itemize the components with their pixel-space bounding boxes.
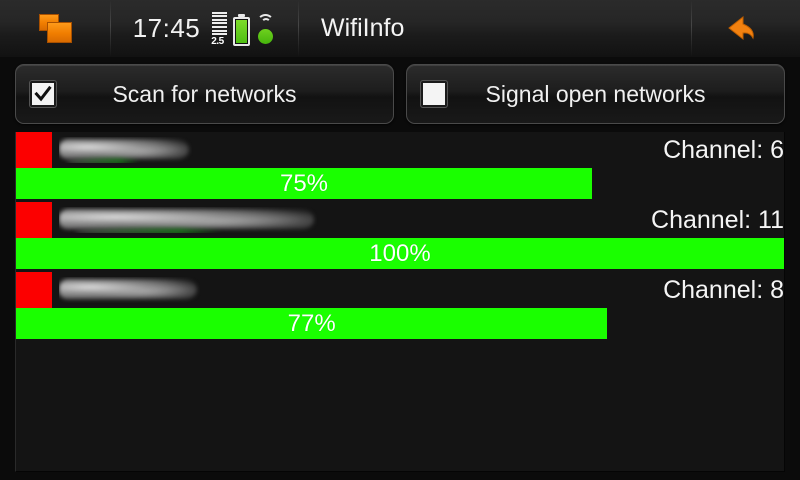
battery-icon xyxy=(233,13,251,46)
network-row[interactable]: Channel: 11 100% xyxy=(16,202,784,272)
signal-bar-fill: 77% xyxy=(16,308,608,339)
statusbar-divider-1 xyxy=(110,0,111,57)
wifi-icon xyxy=(255,13,276,46)
signal-ladder-icon: 2.5 xyxy=(211,11,228,47)
network-row[interactable]: Channel: 8 77% xyxy=(16,272,784,342)
network-header: Channel: 11 xyxy=(16,202,784,238)
signal-percent-label: 77% xyxy=(287,309,336,337)
battery-nub xyxy=(238,13,246,17)
wifi-status-dot xyxy=(258,28,274,44)
battery-body xyxy=(233,16,251,46)
channel-label: Channel: 11 xyxy=(651,206,784,234)
ssid-label xyxy=(59,137,194,163)
signal-ladder-bars xyxy=(212,11,228,36)
battery-fill xyxy=(236,19,248,43)
ssid-redaction-smear xyxy=(67,158,142,163)
channel-label: Channel: 8 xyxy=(663,276,784,304)
ssid-redaction xyxy=(59,209,314,229)
channel-label: Channel: 6 xyxy=(663,136,784,164)
statusbar-divider-3 xyxy=(691,0,692,57)
network-header: Channel: 8 xyxy=(16,272,784,308)
controls-row: Scan for networks Signal open networks xyxy=(15,64,785,124)
ssid-redaction xyxy=(59,279,197,299)
window-rect-front xyxy=(46,22,72,43)
signal-open-networks-button[interactable]: Signal open networks xyxy=(406,64,785,124)
signal-bar-fill: 100% xyxy=(16,238,784,269)
ssid-label xyxy=(59,207,329,233)
scan-for-networks-checkbox[interactable] xyxy=(30,81,56,107)
ssid-redaction-smear xyxy=(75,228,224,233)
signal-ladder-label: 2.5 xyxy=(211,35,224,47)
scan-for-networks-button[interactable]: Scan for networks xyxy=(15,64,394,124)
back-arrow-icon xyxy=(728,15,754,40)
task-switcher-button[interactable] xyxy=(0,0,110,57)
windows-stack-icon xyxy=(38,14,72,43)
app-title-area: WifiInfo xyxy=(299,0,691,57)
ssid-label xyxy=(59,277,204,303)
scan-for-networks-label: Scan for networks xyxy=(112,80,297,107)
ssid-redaction xyxy=(59,139,189,159)
signal-bar-track: 77% xyxy=(16,308,784,339)
clock-label: 17:45 xyxy=(132,13,201,43)
signal-open-networks-label: Signal open networks xyxy=(485,80,706,107)
status-indicators[interactable]: 17:45 2.5 xyxy=(111,0,298,57)
statusbar-divider-2 xyxy=(298,0,299,57)
back-button[interactable] xyxy=(692,0,800,57)
wifi-arc-inner xyxy=(260,17,271,28)
security-swatch xyxy=(16,202,52,238)
signal-open-networks-checkbox[interactable] xyxy=(421,81,447,107)
signal-bar-track: 75% xyxy=(16,168,784,199)
checkmark-icon xyxy=(34,85,52,102)
security-swatch xyxy=(16,132,52,168)
network-list[interactable]: Channel: 6 75% Channel: 11 100% xyxy=(15,132,785,472)
status-icon-group: 2.5 xyxy=(211,11,276,47)
network-header: Channel: 6 xyxy=(16,132,784,168)
row-spacer xyxy=(16,339,784,342)
signal-percent-label: 75% xyxy=(279,169,329,197)
signal-bar-track: 100% xyxy=(16,238,784,269)
wifi-arc-outer xyxy=(257,13,275,30)
network-row[interactable]: Channel: 6 75% xyxy=(16,132,784,202)
signal-percent-label: 100% xyxy=(369,239,431,267)
signal-bar-fill: 75% xyxy=(16,168,592,199)
status-bar: 17:45 2.5 xyxy=(0,0,800,57)
security-swatch xyxy=(16,272,52,308)
app-title: WifiInfo xyxy=(321,14,405,42)
